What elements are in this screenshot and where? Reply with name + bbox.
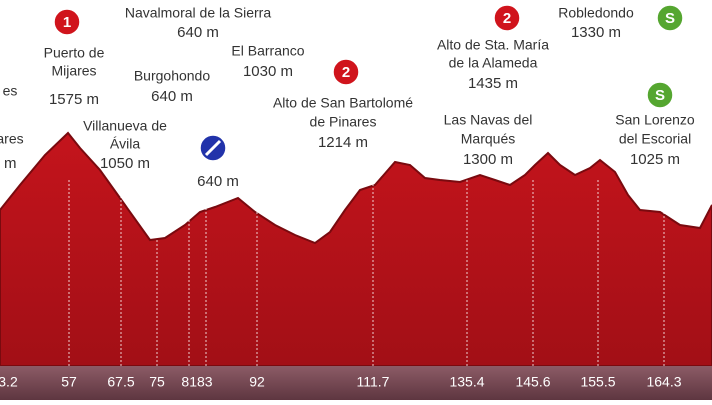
place-name: de Pinares [310,114,377,130]
climb-badge [656,4,684,32]
altitude: 640 m [177,24,219,41]
place-name: El Barranco [231,43,304,59]
place-name: Villanueva de [83,118,167,134]
place-name: Las Navas del [444,112,533,128]
altitude: 1214 m [318,134,368,151]
km-marker: 75 [149,374,165,390]
altitude: 1435 m [468,75,518,92]
place-name: San Lorenzo [615,112,695,128]
badge-label: 2 [342,64,350,81]
km-marker: 145.6 [515,374,550,390]
altitude: 640 m [151,88,193,105]
altitude: 640 m [197,173,239,190]
place-name: Puerto de [44,45,105,61]
climb-badge [493,4,521,32]
altitude: 1030 m [243,63,293,80]
climb-badge [646,81,674,109]
km-marker: 3.2 [0,374,18,390]
km-marker: 67.5 [107,374,134,390]
km-marker: 92 [249,374,265,390]
place-name: Mijares [51,63,96,79]
km-marker: 155.5 [580,374,615,390]
place-name: Robledondo [558,5,634,21]
place-name: del Escorial [619,131,691,147]
climb-badge [332,58,360,86]
km-marker: 8183 [181,374,212,390]
badge-label: 2 [503,10,511,27]
place-name: Burgohondo [134,68,211,84]
altitude: 1025 m [630,151,680,168]
altitude: 1330 m [571,24,621,41]
altitude: 1575 m [49,91,99,108]
annotations: es ares 0 m Puerto de Mijares 1575 m Navalmora… [0,4,695,390]
sprint-icon [204,139,222,157]
badge-label: S [655,87,665,104]
edge-label: ares [0,131,24,147]
edge-label: es [3,83,18,99]
badge-label: S [665,10,675,27]
place-name: Alto de San Bartolomé [273,95,413,111]
altitude: 1300 m [463,151,513,168]
altitude: 1050 m [100,155,150,172]
place-name: Marqués [461,131,515,147]
km-marker: 135.4 [449,374,484,390]
place-name: Navalmoral de la Sierra [125,5,271,21]
place-name: Alto de Sta. María [437,37,549,53]
climb-badge [53,8,81,36]
edge-label: 0 m [0,155,17,172]
km-bar [0,366,712,400]
badge-label: 1 [63,14,71,31]
km-marker: 57 [61,374,77,390]
elevation-profile [0,131,712,367]
place-name: Ávila [110,136,141,152]
km-marker: 111.7 [357,374,390,390]
km-marker: 164.3 [646,374,681,390]
place-name: de la Alameda [449,55,538,71]
